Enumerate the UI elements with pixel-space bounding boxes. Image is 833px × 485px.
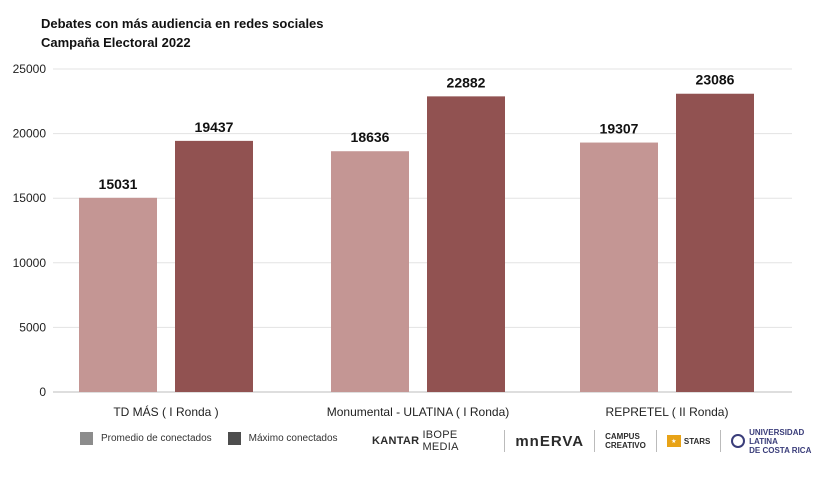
bar bbox=[580, 142, 658, 392]
logo-divider bbox=[594, 430, 596, 452]
bar bbox=[331, 151, 409, 392]
data-label: 19437 bbox=[195, 119, 234, 135]
bar bbox=[79, 197, 157, 392]
campus-creativo-logo: CAMPUS CREATIVO bbox=[595, 428, 656, 454]
chart-title: Debates con más audiencia en redes socia… bbox=[41, 16, 324, 31]
data-label: 18636 bbox=[351, 129, 390, 145]
kantar-logo-bold: KANTAR bbox=[372, 435, 420, 447]
data-label: 19307 bbox=[600, 121, 639, 137]
minerva-logo-text: mnERVA bbox=[515, 432, 585, 450]
campus-logo-line1: CAMPUS bbox=[605, 432, 640, 441]
data-label: 22882 bbox=[447, 74, 486, 90]
logo-divider bbox=[655, 430, 657, 452]
y-tick-label: 20000 bbox=[13, 127, 47, 141]
ulatina-logo: UNIVERSIDAD LATINA DE COSTA RICA bbox=[721, 427, 833, 455]
ulatina-logo-line1: UNIVERSIDAD LATINA bbox=[749, 427, 805, 446]
y-tick-label: 25000 bbox=[13, 62, 47, 76]
legend: Promedio de conectados Máximo conectados bbox=[80, 432, 354, 445]
logo-divider bbox=[720, 430, 722, 452]
legend-swatch-maximo bbox=[227, 432, 241, 445]
x-tick-label: TD MÁS ( I Ronda ) bbox=[113, 404, 218, 419]
x-tick-label: Monumental - ULATINA ( I Ronda) bbox=[327, 405, 510, 419]
kantar-logo-light: IBOPE MEDIA bbox=[422, 429, 459, 453]
stars-logo-text: STARS bbox=[683, 436, 711, 446]
legend-swatch-promedio bbox=[80, 432, 93, 445]
y-tick-label: 10000 bbox=[13, 256, 47, 270]
data-label: 15031 bbox=[99, 176, 138, 192]
ulatina-logo-line2: DE COSTA RICA bbox=[749, 445, 812, 455]
y-tick-label: 0 bbox=[39, 385, 46, 399]
legend-item-promedio: Promedio de conectados bbox=[80, 432, 212, 445]
ulatina-globe-icon bbox=[731, 434, 746, 448]
y-tick-label: 15000 bbox=[13, 191, 47, 205]
legend-item-maximo: Máximo conectados bbox=[227, 432, 338, 445]
chart-subtitle: Campaña Electoral 2022 bbox=[41, 35, 191, 50]
legend-label-promedio: Promedio de conectados bbox=[101, 433, 212, 444]
stars-logo: ★ STARS bbox=[657, 428, 721, 454]
bar bbox=[427, 96, 505, 392]
minerva-logo: mnERVA bbox=[505, 428, 594, 454]
bar bbox=[175, 140, 253, 392]
y-tick-label: 5000 bbox=[19, 320, 46, 334]
legend-label-maximo: Máximo conectados bbox=[248, 433, 338, 444]
data-label: 23086 bbox=[696, 72, 735, 88]
logo-divider bbox=[504, 430, 506, 452]
x-tick-label: REPRETEL ( II Ronda) bbox=[606, 405, 729, 419]
chart-titles: Debates con más audiencia en redes socia… bbox=[41, 14, 324, 52]
sponsor-logos: KANTAR IBOPE MEDIA mnERVA CAMPUS CREATIV… bbox=[372, 427, 833, 455]
bar bbox=[676, 93, 754, 392]
kantar-ibope-logo: KANTAR IBOPE MEDIA bbox=[372, 428, 504, 454]
campus-logo-line2: CREATIVO bbox=[605, 441, 646, 450]
stars-badge-icon: ★ bbox=[666, 435, 681, 447]
